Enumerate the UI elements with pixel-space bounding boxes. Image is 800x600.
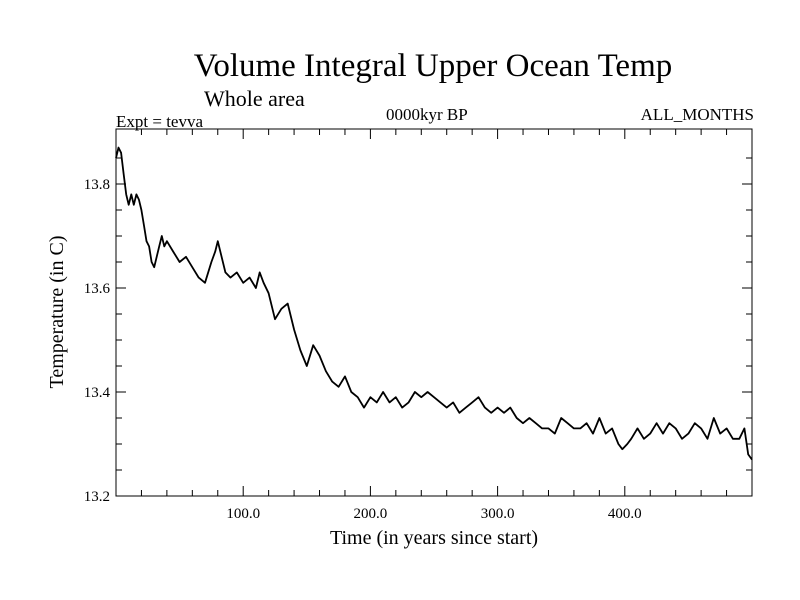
y-tick-label: 13.6 bbox=[84, 281, 111, 297]
chart-subtitle: Whole area bbox=[204, 86, 305, 111]
y-tick-label: 13.2 bbox=[84, 489, 110, 505]
plot-area-frame bbox=[115, 128, 753, 497]
period-label: 0000kyr BP bbox=[386, 105, 468, 124]
y-tick-label: 13.8 bbox=[84, 177, 110, 193]
axis-ticks bbox=[116, 129, 752, 496]
x-tick-label: 100.0 bbox=[226, 506, 260, 522]
temperature-series-line bbox=[115, 146, 753, 461]
chart-title: Volume Integral Upper Ocean Temp bbox=[193, 48, 673, 84]
months-label: ALL_MONTHS bbox=[640, 105, 754, 124]
x-tick-label: 200.0 bbox=[354, 506, 388, 522]
y-tick-label: 13.4 bbox=[84, 385, 111, 401]
x-tick-label: 400.0 bbox=[608, 506, 642, 522]
x-axis-title: Time (in years since start) bbox=[330, 527, 538, 549]
experiment-label: Expt = tevva bbox=[116, 112, 204, 131]
y-axis-title: Temperature (in C) bbox=[46, 236, 68, 389]
x-tick-label: 300.0 bbox=[481, 506, 515, 522]
axis-tick-labels: 100.0 200.0 300.0 400.0 13.2 13.4 13.6 13.8 bbox=[84, 177, 642, 522]
